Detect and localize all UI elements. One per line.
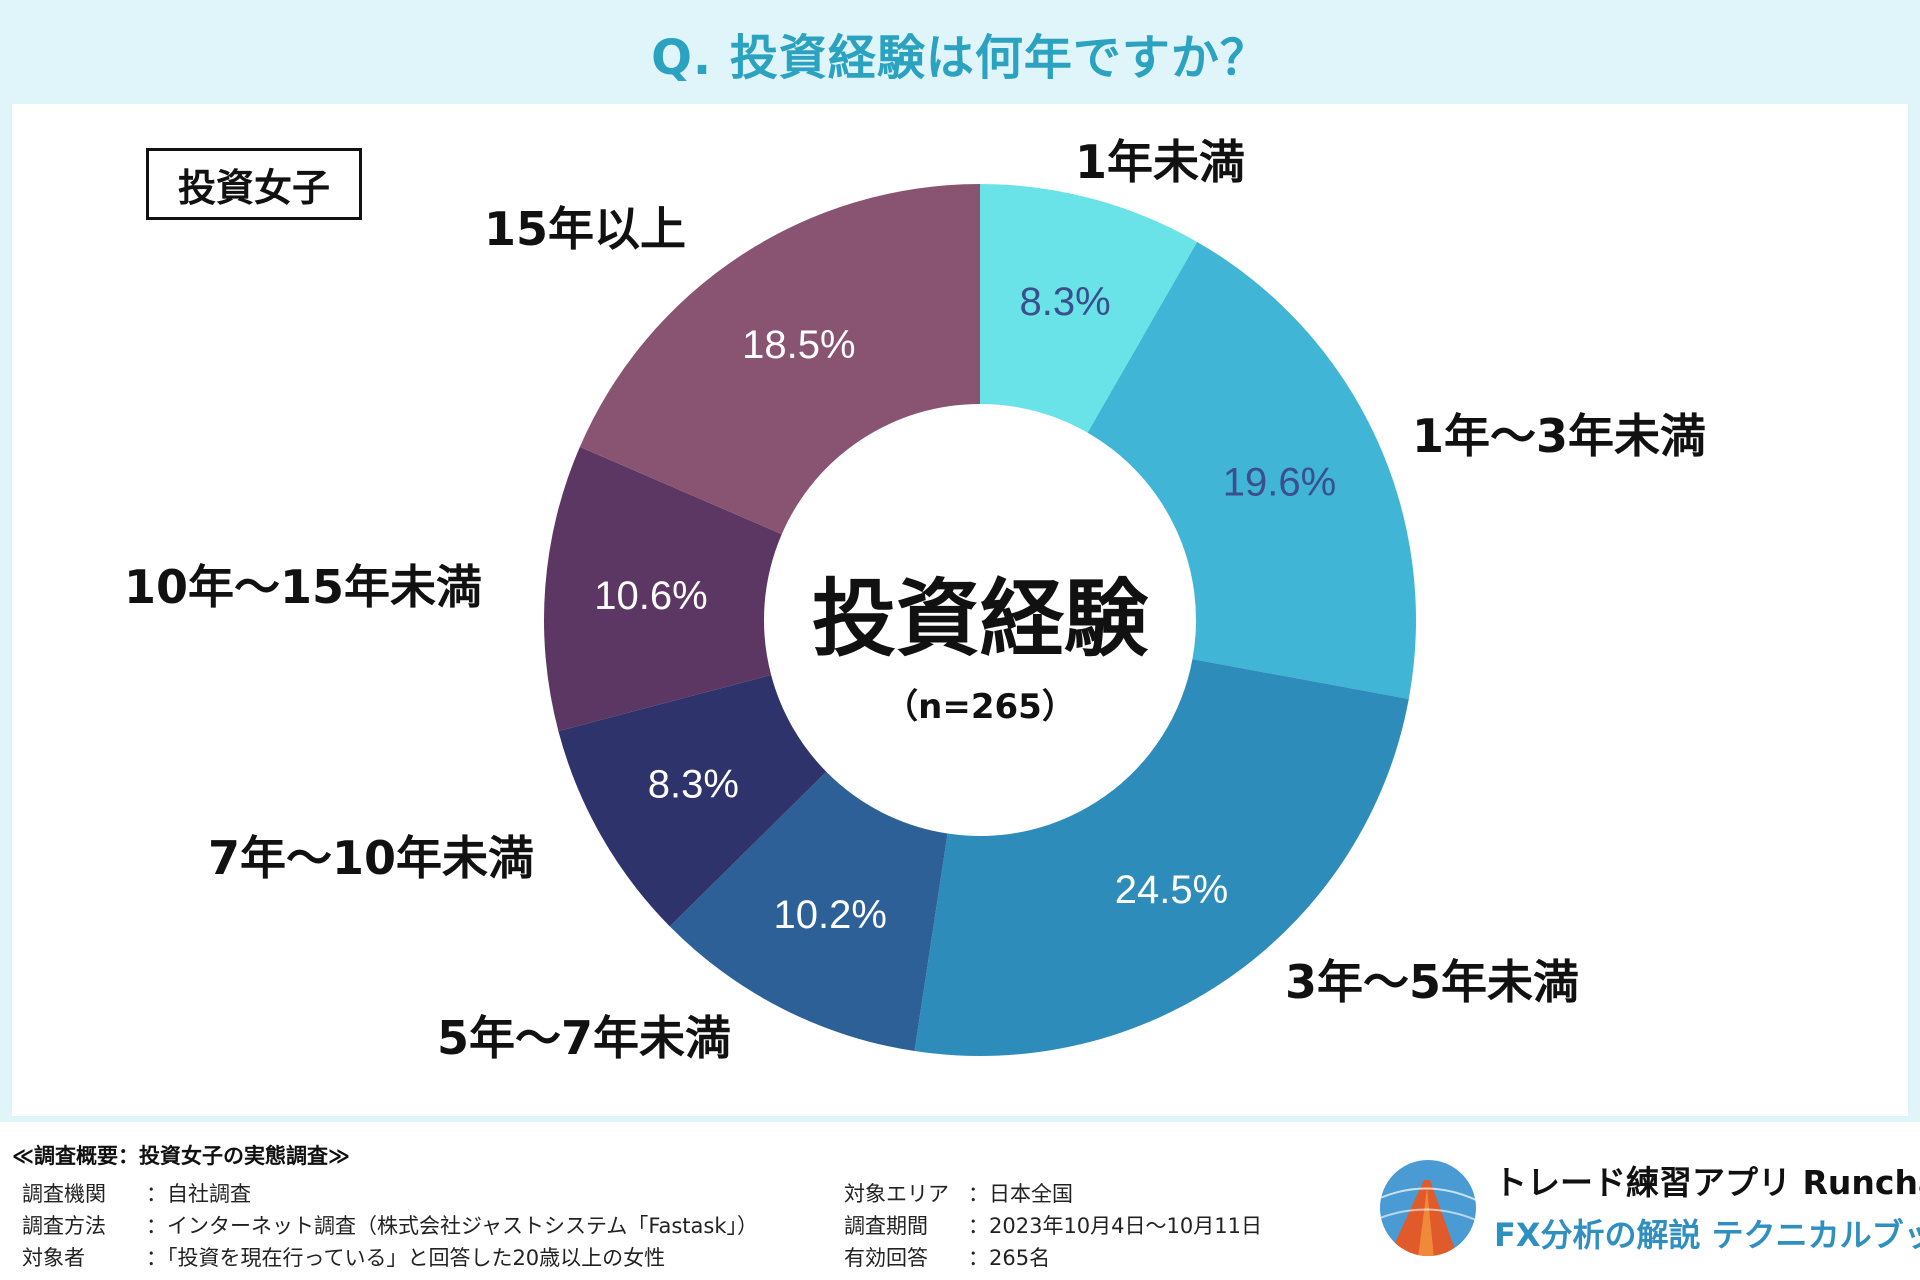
page-title: Q. 投資経験は何年ですか？: [651, 30, 1269, 86]
donut-chart: 8.3% 1年未満 19.6% 1年〜3年未満 24.5% 3年〜5年未満 10.2% 5年〜…: [124, 135, 1706, 1065]
category-label: 10年〜15年未満: [124, 560, 482, 614]
donut-slice-2: [1087, 241, 1416, 700]
category-label: 1年未満: [1075, 135, 1245, 189]
survey-key: 対象エリア: [844, 1182, 949, 1206]
donut-slice-7: [579, 183, 980, 535]
category-label: 15年以上: [484, 202, 686, 256]
slice-value-label: 8.3%: [648, 763, 739, 807]
survey-key: 調査機関: [22, 1182, 106, 1206]
survey-value: ：インターネット調査（株式会社ジャストシステム「Fastask」）: [146, 1214, 758, 1238]
survey-row-6: 有効回答 ：265名: [844, 1242, 1050, 1272]
category-label: 3年〜5年未満: [1285, 955, 1579, 1009]
donut-slice-6: [544, 446, 782, 732]
survey-key: 調査方法: [22, 1214, 106, 1238]
survey-key: 調査期間: [844, 1214, 928, 1238]
slice-value-label: 10.6%: [594, 574, 707, 618]
donut-slice-5: [558, 675, 827, 927]
category-label: 7年〜10年未満: [208, 831, 534, 885]
survey-row-1: 調査機関 ：自社調査: [22, 1178, 251, 1208]
survey-value: ：265名: [968, 1246, 1051, 1270]
slice-value-label: 8.3%: [1019, 280, 1110, 324]
survey-heading: ≪調査概要：投資女子の実態調査≫: [12, 1144, 350, 1168]
donut-slice-1: [980, 184, 1198, 433]
donut-center-sample-size: （n=265）: [884, 687, 1076, 727]
survey-value: ：自社調査: [146, 1182, 251, 1206]
donut-center-title: 投資経験: [812, 570, 1149, 668]
slice-value-label: 19.6%: [1223, 460, 1336, 504]
category-label: 5年〜7年未満: [437, 1011, 731, 1065]
survey-row-5: 調査期間 ：2023年10月4日〜10月11日: [844, 1210, 1262, 1240]
survey-value: ：日本全国: [968, 1182, 1073, 1206]
runcha-logo-icon: [1380, 1160, 1476, 1256]
slice-value-label: 10.2%: [773, 893, 886, 937]
donut-slice-3: [914, 659, 1409, 1056]
slice-value-label: 18.5%: [742, 323, 855, 367]
brand-line-1: トレード練習アプリ Runcha: [1494, 1163, 1920, 1202]
survey-row-3: 対象者 ：「投資を現在行っている」と回答した20歳以上の女性: [22, 1242, 665, 1272]
survey-value: ：2023年10月4日〜10月11日: [968, 1214, 1262, 1238]
survey-key: 有効回答: [844, 1246, 928, 1270]
survey-row-2: 調査方法 ：インターネット調査（株式会社ジャストシステム「Fastask」）: [22, 1210, 758, 1240]
category-label: 1年〜3年未満: [1412, 409, 1706, 463]
brand-line-2: FX分析の解説 テクニカルブック: [1494, 1216, 1920, 1254]
survey-value: ：「投資を現在行っている」と回答した20歳以上の女性: [146, 1246, 666, 1270]
donut-slice-4: [669, 771, 948, 1052]
segment-badge: 投資女子: [146, 148, 362, 220]
survey-key: 対象者: [22, 1246, 85, 1270]
slice-value-label: 24.5%: [1115, 868, 1228, 912]
survey-row-4: 対象エリア ：日本全国: [844, 1178, 1073, 1208]
